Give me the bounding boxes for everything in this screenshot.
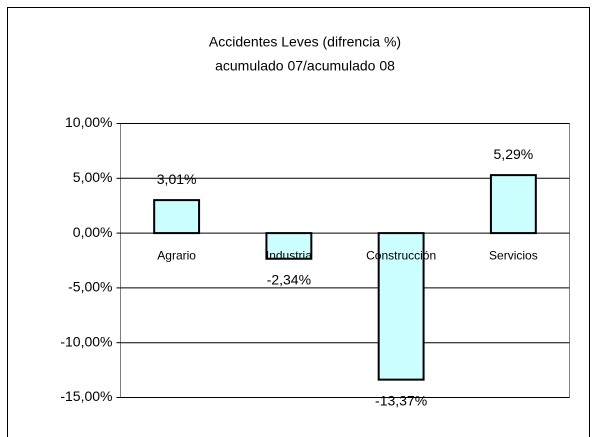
plot-area xyxy=(120,123,570,398)
bar xyxy=(489,174,537,235)
data-label: 5,29% xyxy=(494,146,534,162)
bar xyxy=(265,232,313,260)
bar xyxy=(377,232,425,381)
bar xyxy=(153,199,201,235)
x-tick-label: Servicios xyxy=(489,248,538,262)
x-tick-label: Industria xyxy=(266,248,312,262)
y-tick-label: 5,00% xyxy=(73,169,113,185)
y-tick-label: 10,00% xyxy=(65,114,112,130)
data-label: -13,37% xyxy=(375,392,427,408)
data-label: -2,34% xyxy=(267,271,311,287)
x-tick-label: Construcción xyxy=(366,248,436,262)
x-tick-label: Agrario xyxy=(157,248,196,262)
y-tick-label: -15,00% xyxy=(60,388,112,404)
y-tick-label: -10,00% xyxy=(60,333,112,349)
y-tick-label: -5,00% xyxy=(68,279,112,295)
data-label: 3,01% xyxy=(157,171,197,187)
chart-subtitle: acumulado 07/acumulado 08 xyxy=(215,58,395,74)
y-tick-label: 0,00% xyxy=(73,224,113,240)
chart-title: Accidentes Leves (difrencia %) xyxy=(209,34,401,50)
